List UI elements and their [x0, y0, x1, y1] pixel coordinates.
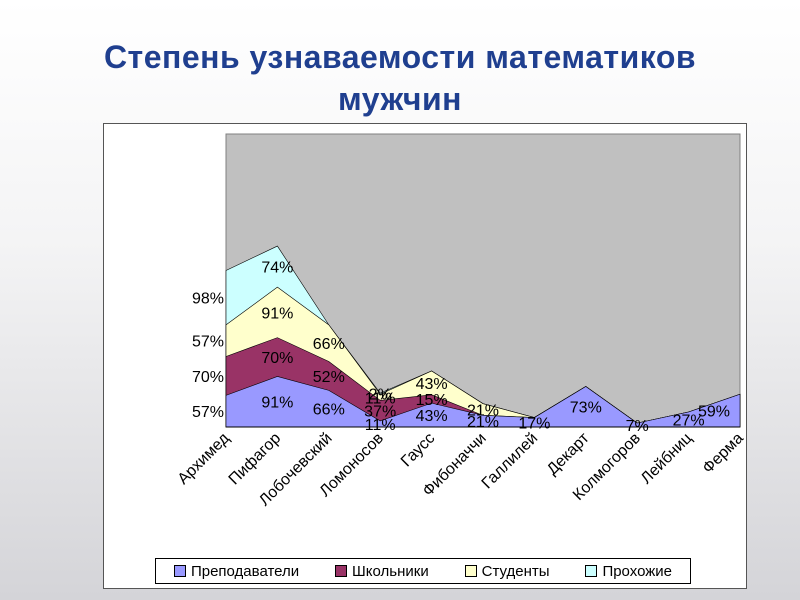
legend-label: Преподаватели — [190, 562, 300, 580]
legend-label: Школьники — [352, 562, 429, 580]
data-label: 91% — [261, 305, 293, 322]
x-tick-label: Лейбниц — [638, 430, 696, 488]
data-label: 21% — [467, 403, 499, 420]
legend-item: Школьники — [335, 563, 429, 580]
x-tick-label: Ферма — [700, 430, 747, 477]
title-line-2: мужчин — [338, 81, 462, 117]
data-label: 74% — [261, 260, 293, 277]
data-label: 59% — [698, 404, 730, 421]
data-label: 37% — [364, 404, 396, 421]
data-label: 43% — [416, 408, 448, 425]
legend-label: Прохожие — [602, 562, 672, 580]
legend-swatch — [173, 565, 186, 577]
legend-item: Студенты — [464, 562, 550, 580]
data-label: 15% — [416, 392, 448, 409]
data-label: 91% — [261, 395, 293, 412]
chart-frame: 57% 91% 66% 11% 43% 21% 17% 73% 7% 27% 59% 70% 70% 52… — [103, 123, 747, 589]
data-label: 57% — [192, 404, 224, 421]
legend-swatch — [585, 565, 598, 577]
data-label: 66% — [313, 336, 345, 353]
legend-swatch — [464, 565, 477, 577]
series-area-1 — [225, 376, 741, 428]
x-tick-label: Архимед — [175, 429, 234, 488]
title-line-1: Степень узнаваемости математиков — [103, 39, 697, 75]
legend-item: Прохожие — [585, 563, 672, 580]
slide-title: Степень узнаваемости математиков мужчин — [30, 36, 770, 120]
legend-swatch — [335, 565, 348, 577]
chart-legend: Преподаватели Школьники Студенты Прохожие — [155, 558, 691, 584]
data-label: 52% — [313, 369, 345, 386]
legend-item: Преподаватели — [173, 562, 300, 580]
data-label: 43% — [416, 376, 448, 393]
data-label: 57% — [192, 334, 224, 351]
data-label: 17% — [518, 415, 550, 432]
data-label: 11% — [365, 417, 396, 434]
data-label: 70% — [192, 369, 224, 386]
data-label: 27% — [673, 413, 705, 430]
data-label: 2% — [369, 387, 392, 404]
data-label: 73% — [570, 400, 602, 417]
data-label: 66% — [313, 402, 345, 419]
x-tick-label: Декарт — [544, 429, 593, 478]
data-label: 11% — [365, 390, 396, 407]
x-tick-label: Галлилей — [479, 430, 542, 493]
data-label: 98% — [192, 291, 224, 308]
data-label: 70% — [261, 350, 293, 367]
legend-label: Студенты — [481, 562, 550, 580]
x-tick-label: Гаусс — [398, 430, 439, 471]
area-chart: 57%91% 66%11%43% 21% 17%73%7% 27%59%70%70%52… — [175, 133, 747, 509]
